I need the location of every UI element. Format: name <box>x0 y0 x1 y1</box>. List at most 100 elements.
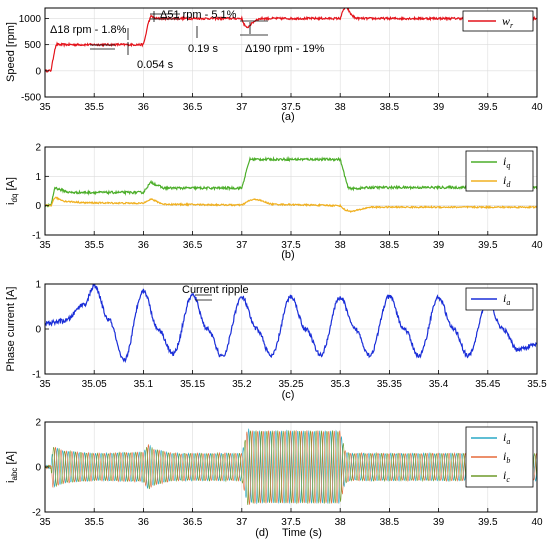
annotations <box>90 11 268 55</box>
y-tick-label: 500 <box>24 40 41 51</box>
annotation-text: 0.054 s <box>137 59 174 71</box>
annotation-text: Δ18 rpm - 1.8% <box>50 24 127 36</box>
series-line <box>45 196 537 213</box>
y-tick-label: -1 <box>32 370 41 381</box>
x-tick-label: 35.45 <box>475 379 500 390</box>
series-layer <box>45 155 537 213</box>
legend-entry: ia <box>503 291 510 307</box>
x-tick-label: 39 <box>433 102 445 113</box>
panel-label: (a) <box>281 111 294 123</box>
y-tick-label: -500 <box>21 93 41 104</box>
x-tick-label: 35.2 <box>232 379 252 390</box>
legend-entry: iq <box>503 154 510 170</box>
x-tick-label: 35.5 <box>527 379 547 390</box>
x-tick-label: 37.5 <box>281 102 301 113</box>
y-axis-label: Phase current [A] <box>5 287 17 372</box>
series-line <box>45 8 537 73</box>
y-tick-label: 2 <box>35 143 41 154</box>
y-tick-label: 2 <box>35 418 41 429</box>
legend: wr <box>462 10 534 32</box>
x-tick-label: 40 <box>531 102 543 113</box>
legend: ia ib ic <box>465 426 534 488</box>
x-tick-label: 40 <box>531 517 543 528</box>
x-tick-label: 36.5 <box>183 517 203 528</box>
annotations <box>195 294 212 301</box>
x-axis-label: Time (s) <box>282 527 322 539</box>
series-layer <box>45 284 537 364</box>
legend-entry: ib <box>503 449 510 465</box>
y-tick-label: -2 <box>32 508 41 519</box>
x-tick-label: 35 <box>39 102 51 113</box>
x-tick-label: 35 <box>39 379 51 390</box>
x-tick-label: 35 <box>39 240 51 251</box>
annotation-text: Current ripple <box>182 284 249 296</box>
x-tick-label: 35.3 <box>330 379 350 390</box>
x-tick-label: 35.25 <box>278 379 303 390</box>
annotation-text: 0.19 s <box>188 43 218 55</box>
legend-entry: wr <box>502 14 514 30</box>
x-tick-label: 35 <box>39 517 51 528</box>
x-tick-label: 37.5 <box>281 517 301 528</box>
y-axis-label: Speed [rpm] <box>5 22 17 82</box>
x-tick-label: 37.5 <box>281 240 301 251</box>
x-tick-label: 35.35 <box>377 379 402 390</box>
legend-entry: ia <box>503 430 510 446</box>
y-tick-label: -1 <box>32 231 41 242</box>
y-tick-label: 0 <box>35 201 41 212</box>
legend: iq id <box>465 150 534 192</box>
panel-d: 35 35.5 36 36.5 37 37.5 38 38.5 39 39.5 40 -2 0 2 iab… <box>5 418 543 540</box>
x-tick-label: 38.5 <box>380 240 400 251</box>
x-tick-label: 35.1 <box>134 379 154 390</box>
x-tick-label: 38.5 <box>380 517 400 528</box>
panel-label: (d) <box>255 527 268 539</box>
x-tick-label: 36.5 <box>183 102 203 113</box>
x-tick-label: 38.5 <box>380 102 400 113</box>
x-tick-label: 37 <box>236 102 248 113</box>
panel-b: 35 35.5 36 36.5 37 37.5 38 38.5 39 39.5 40 -1 0 1 2 id… <box>5 143 543 262</box>
x-tick-label: 35.5 <box>84 102 104 113</box>
legend: ia <box>465 287 534 311</box>
x-tick-label: 39.5 <box>478 517 498 528</box>
x-tick-label: 39 <box>433 240 445 251</box>
series-line <box>45 284 537 364</box>
legend-box <box>465 150 534 192</box>
panel-c: 35 35.05 35.1 35.15 35.2 35.25 35.3 35.35 35.4 35… <box>5 280 547 402</box>
y-tick-label: 0 <box>35 463 41 474</box>
x-tick-label: 37 <box>236 240 248 251</box>
series-line <box>45 429 537 506</box>
series-layer <box>45 8 537 73</box>
y-tick-label: 0 <box>35 325 41 336</box>
y-axis-label: idq [A] <box>5 177 19 205</box>
legend-entry: ic <box>503 468 510 484</box>
x-tick-label: 36 <box>138 240 150 251</box>
x-tick-label: 35.5 <box>84 240 104 251</box>
x-tick-label: 37 <box>236 517 248 528</box>
x-tick-label: 39.5 <box>478 102 498 113</box>
x-tick-label: 40 <box>531 240 543 251</box>
series-layer <box>45 428 537 506</box>
y-tick-label: 1 <box>35 280 41 291</box>
series-line <box>45 155 537 208</box>
legend-box <box>462 10 534 32</box>
x-tick-label: 39.5 <box>478 240 498 251</box>
legend-entry: id <box>503 173 511 189</box>
series-line <box>45 429 537 505</box>
panel-a: 35 35.5 36 36.5 37 37.5 38 38.5 39 39.5 40 -500 0 500… <box>5 7 543 123</box>
x-tick-label: 38 <box>335 102 347 113</box>
x-tick-label: 36 <box>138 517 150 528</box>
annotation-text: Δ190 rpm - 19% <box>245 43 325 55</box>
x-tick-label: 35.5 <box>84 517 104 528</box>
y-axis-label: iabc [A] <box>5 451 19 483</box>
legend-box <box>465 287 534 311</box>
x-tick-label: 36 <box>138 102 150 113</box>
x-tick-label: 38 <box>335 517 347 528</box>
series-line <box>45 428 537 505</box>
panel-label: (c) <box>282 389 295 401</box>
y-tick-label: 0 <box>35 66 41 77</box>
panel-label: (b) <box>281 249 294 261</box>
y-tick-label: 1000 <box>19 14 42 25</box>
x-tick-label: 35.4 <box>429 379 449 390</box>
x-tick-label: 36.5 <box>183 240 203 251</box>
x-tick-label: 39 <box>433 517 445 528</box>
